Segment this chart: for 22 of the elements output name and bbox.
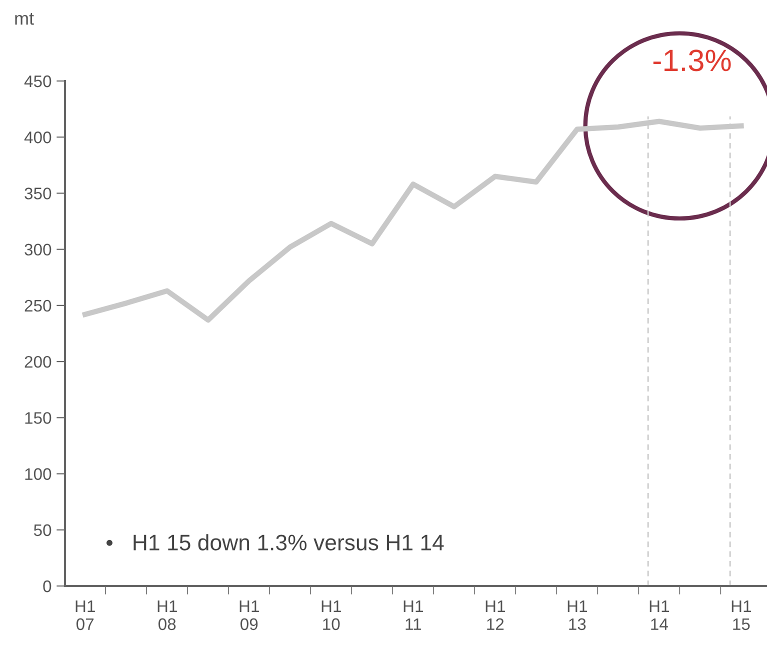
y-tick-label: 350 xyxy=(24,188,52,200)
y-tick-label: 100 xyxy=(25,468,52,480)
y-tick-label: 450 xyxy=(24,75,52,88)
x-tick-label: H1 10 xyxy=(322,600,341,630)
y-tick-label: 400 xyxy=(24,132,52,144)
y-tick-label: 50 xyxy=(34,524,52,536)
x-tick-label: H1 14 xyxy=(650,600,669,630)
x-tick-label: H1 11 xyxy=(404,600,423,630)
x-tick-label: H1 09 xyxy=(240,600,259,630)
x-tick-label: H1 12 xyxy=(486,600,505,630)
y-tick-label: 250 xyxy=(24,300,52,312)
annotation: • H1 15 down 1.3% versus H1 14 xyxy=(106,534,444,550)
x-tick-label: H1 15 xyxy=(732,600,752,630)
y-tick-label: 150 xyxy=(25,412,52,424)
x-tick-label: H1 08 xyxy=(158,600,177,630)
x-tick-label: H1 07 xyxy=(76,600,95,630)
y-tick-label: 300 xyxy=(24,244,52,256)
annotation: -1.3% xyxy=(653,50,731,72)
y-axis-title: mt xyxy=(15,12,34,25)
x-tick-label: H1 13 xyxy=(568,600,587,630)
y-tick-label: 0 xyxy=(43,580,52,592)
y-tick-label: 200 xyxy=(24,356,52,368)
